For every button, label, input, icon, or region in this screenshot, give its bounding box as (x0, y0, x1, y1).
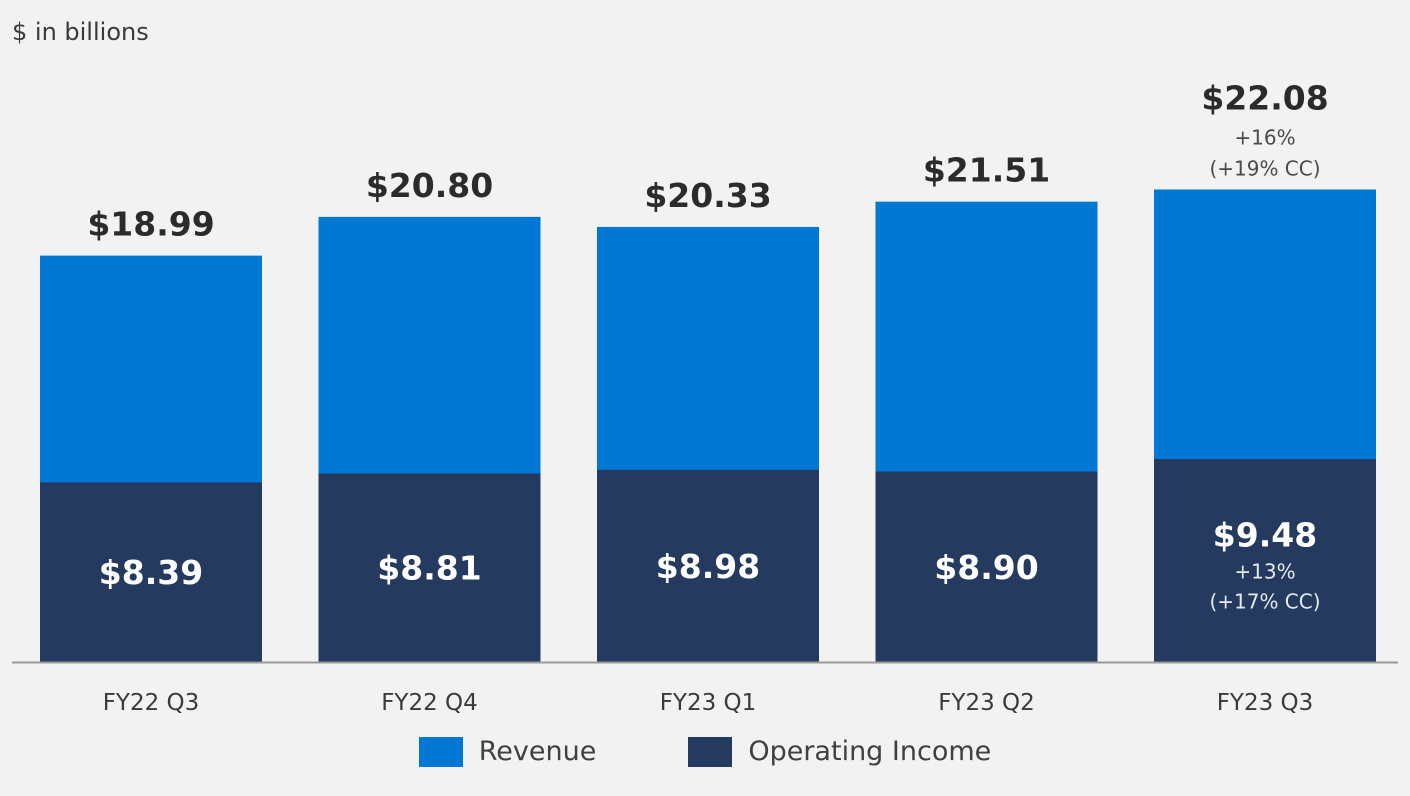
data-label-revenue: $22.08 (1201, 78, 1328, 117)
data-label-revenue: $20.80 (366, 166, 493, 205)
data-label-operating-income: $8.39 (99, 553, 203, 592)
legend-label-revenue: Revenue (479, 736, 597, 767)
unit-label: $ in billions (12, 18, 149, 46)
legend-item-revenue: Revenue (419, 736, 597, 767)
data-label-revenue: $18.99 (87, 205, 214, 244)
legend-item-operating-income: Operating Income (688, 736, 991, 767)
data-label-operating-income: $9.48 (1213, 516, 1317, 555)
legend-swatch-operating-income (688, 737, 732, 767)
x-tick-label: FY23 Q1 (660, 690, 757, 716)
x-tick-label: FY23 Q3 (1217, 690, 1314, 716)
annotation-operating-income-cc: (+17% CC) (1209, 590, 1320, 614)
legend-label-operating-income: Operating Income (748, 736, 991, 767)
data-label-operating-income: $8.81 (377, 549, 481, 588)
legend: Revenue Operating Income (0, 736, 1410, 767)
legend-swatch-revenue (419, 737, 463, 767)
annotation-operating-income-growth: +13% (1234, 560, 1295, 584)
data-label-revenue: $21.51 (923, 151, 1050, 190)
x-tick-label: FY23 Q2 (938, 690, 1035, 716)
x-tick-label: FY22 Q3 (103, 690, 200, 716)
data-label-operating-income: $8.98 (656, 547, 760, 586)
data-label-operating-income: $8.90 (934, 548, 1038, 587)
data-label-revenue: $20.33 (644, 176, 771, 215)
x-tick-label: FY22 Q4 (381, 690, 478, 716)
annotation-revenue-cc: (+19% CC) (1209, 156, 1320, 180)
annotation-revenue-growth: +16% (1234, 125, 1295, 149)
